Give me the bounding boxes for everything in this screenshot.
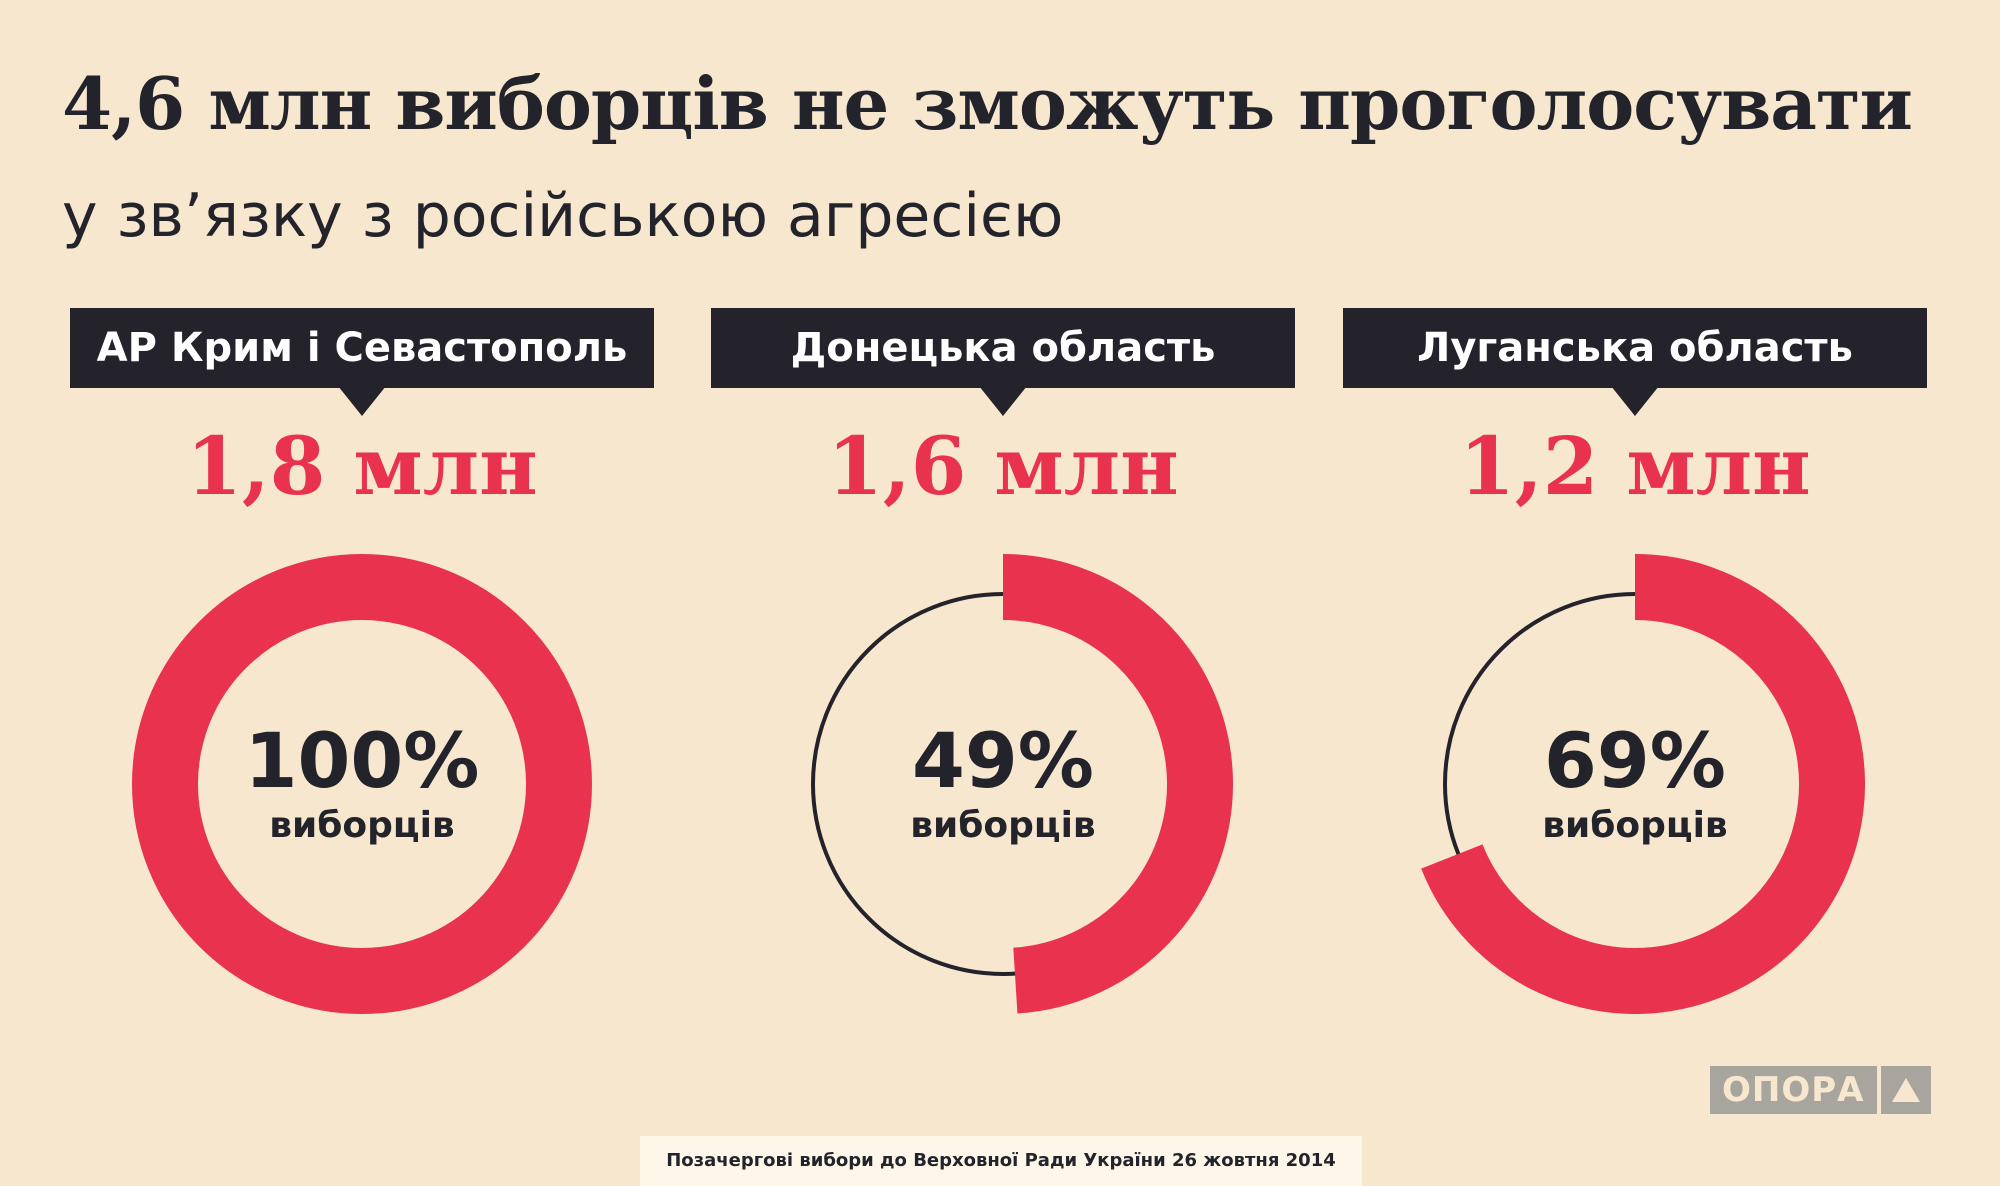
opora-logo: ОПОРА: [1710, 1066, 1931, 1114]
region-label: Донецька область: [711, 308, 1295, 388]
donut-chart: [811, 554, 1233, 1014]
region-panel-crimea: АР Крим і Севастополь 1,8 млн 100% вибор…: [70, 308, 654, 1068]
region-label: АР Крим і Севастополь: [70, 308, 654, 388]
region-label: Луганська область: [1343, 308, 1927, 388]
voters-amount: 1,2 млн: [1459, 419, 1811, 513]
region-panel-donetsk: Донецька область 1,6 млн 49% виборців: [711, 308, 1295, 1068]
percent-value: 100%: [244, 716, 480, 805]
donut-segment-value: [1421, 554, 1865, 1014]
voters-amount: 1,8 млн: [186, 419, 538, 513]
percent-value: 49%: [912, 716, 1094, 805]
logo-text: ОПОРА: [1710, 1066, 1877, 1114]
percent-unit-label: виборців: [269, 805, 455, 846]
footer-caption: Позачергові вибори до Верховної Ради Укр…: [640, 1136, 1362, 1186]
percent-value: 69%: [1544, 716, 1726, 805]
label-pointer: [338, 386, 386, 416]
donut-segment-value: [1002, 554, 1233, 1014]
page-title: 4,6 млн виборців не зможуть проголосуват…: [62, 61, 1913, 146]
voters-amount: 1,6 млн: [827, 419, 1179, 513]
label-pointer: [979, 386, 1027, 416]
triangle-icon: [1880, 1066, 1931, 1114]
donut-segment-value: [132, 554, 592, 1014]
donut-chart: [132, 554, 592, 1014]
donut-chart: [1421, 554, 1865, 1014]
percent-unit-label: виборців: [910, 805, 1096, 846]
percent-unit-label: виборців: [1542, 805, 1728, 846]
region-panel-luhansk: Луганська область 1,2 млн 69% виборців: [1343, 308, 1927, 1068]
label-pointer: [1611, 386, 1659, 416]
page-subtitle: у зв’язку з російською агресією: [62, 181, 1064, 251]
